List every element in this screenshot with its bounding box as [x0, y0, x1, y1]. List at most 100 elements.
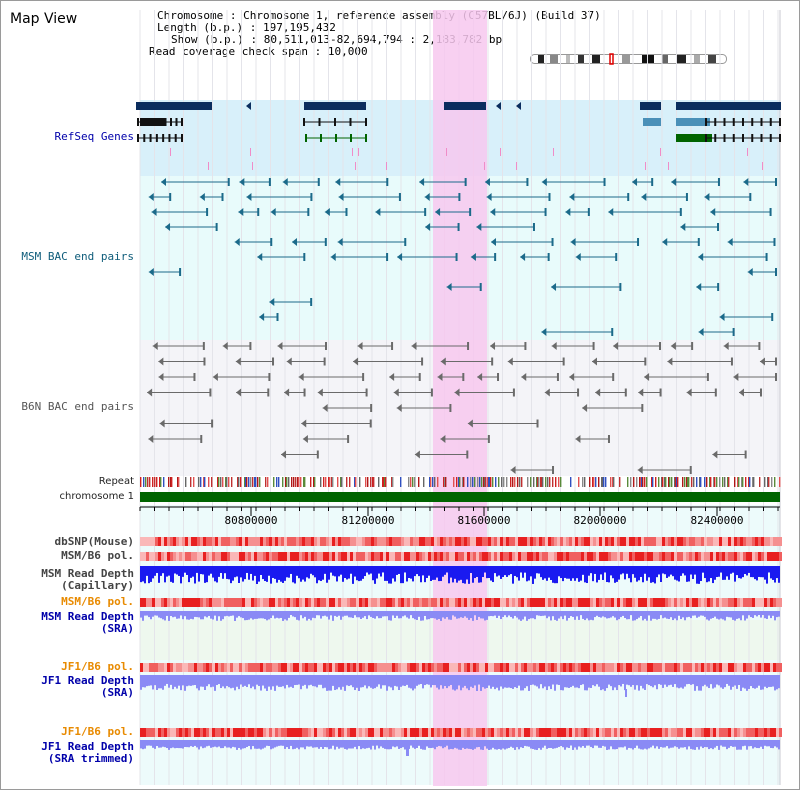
- jf1-depth-sra: [188, 675, 190, 686]
- msm-depth-capillary: [688, 566, 690, 582]
- msm-depth-capillary: [336, 566, 338, 582]
- msm-b6-pol-strip: [185, 552, 188, 561]
- jf1-depth-sra: [152, 675, 154, 690]
- track-label-dbsnp[interactable]: dbSNP(Mouse): [54, 535, 134, 548]
- msm-depth-capillary: [440, 566, 442, 582]
- jf1-depth-trimmed: [692, 740, 694, 750]
- repeat-feature: [337, 477, 339, 487]
- msm-b6-pol-strip: [638, 552, 641, 561]
- jf1-depth-trimmed: [450, 740, 452, 749]
- msm-depth-capillary: [466, 566, 468, 580]
- repeat-feature: [259, 477, 261, 487]
- jf1-depth-trimmed: [772, 740, 774, 749]
- repeat-feature: [768, 477, 770, 487]
- jf1-b6-pol-strip: [269, 663, 272, 672]
- dbsnp-strip: [560, 537, 563, 546]
- jf1-depth-sra: [600, 675, 602, 691]
- msm-depth-sra: [728, 611, 730, 618]
- jf1-depth-trimmed: [260, 740, 262, 750]
- refseq-exon: [320, 134, 322, 142]
- jf1-b6-pol-strip-2: [350, 728, 353, 737]
- msm-b6-pol-strip-2: [233, 598, 236, 607]
- jf1-depth-sra: [594, 675, 596, 687]
- msm-b6-pol-strip-2: [542, 598, 545, 607]
- jf1-depth-sra: [582, 675, 584, 685]
- msm-depth-capillary: [696, 566, 698, 584]
- track-label-refseq[interactable]: RefSeq Genes: [54, 130, 134, 143]
- track-label-msm-b6-pol-1[interactable]: MSM/B6 pol.: [61, 549, 134, 562]
- dbsnp-strip: [695, 537, 698, 546]
- track-label-jf1-depth-sra-1[interactable]: JF1 Read Depth: [41, 674, 134, 687]
- jf1-depth-trimmed: [306, 740, 308, 747]
- msm-depth-capillary: [184, 566, 186, 573]
- msm-b6-pol-strip: [539, 552, 542, 561]
- track-label-jf1-b6-pol-2[interactable]: JF1/B6 pol.: [61, 725, 134, 738]
- msm-depth-capillary: [274, 566, 276, 579]
- length-label: Length (b.p.): [157, 21, 244, 34]
- track-label-msm-depth-sra-1[interactable]: MSM Read Depth: [41, 610, 134, 623]
- jf1-depth-sra: [460, 675, 462, 691]
- jf1-depth-trimmed: [634, 740, 636, 748]
- refseq-exon: [175, 118, 178, 126]
- jf1-depth-sra: [778, 675, 780, 689]
- msm-b6-pol-strip: [206, 552, 209, 561]
- repeat-feature: [273, 477, 275, 487]
- jf1-depth-sra: [290, 675, 292, 687]
- dbsnp-strip: [470, 537, 473, 546]
- msm-b6-pol-strip-2: [254, 598, 257, 607]
- jf1-depth-sra: [560, 675, 562, 691]
- jf1-b6-pol-strip: [698, 663, 701, 672]
- track-label-b6n-bac[interactable]: B6N BAC end pairs: [21, 400, 134, 413]
- jf1-depth-trimmed: [414, 740, 416, 749]
- chromosome-ideogram[interactable]: [530, 53, 728, 65]
- msm-depth-capillary: [600, 566, 602, 575]
- jf1-depth-sra: [302, 675, 304, 686]
- msm-b6-pol-strip-2: [614, 598, 617, 607]
- track-label-msm-bac[interactable]: MSM BAC end pairs: [21, 250, 134, 263]
- jf1-depth-sra: [610, 675, 612, 687]
- msm-b6-pol-strip: [674, 552, 677, 561]
- track-label-msm-b6-pol-2[interactable]: MSM/B6 pol.: [61, 595, 134, 608]
- jf1-b6-pol-strip: [776, 663, 779, 672]
- jf1-b6-pol-strip-2: [467, 728, 470, 737]
- jf1-depth-trimmed: [550, 740, 552, 748]
- msm-depth-sra: [296, 611, 298, 620]
- jf1-b6-pol-strip: [197, 663, 200, 672]
- msm-depth-sra: [230, 611, 232, 616]
- msm-b6-pol-strip: [629, 552, 632, 561]
- refseq-exon: [760, 118, 763, 126]
- msm-depth-capillary: [576, 566, 578, 579]
- repeat-feature: [171, 477, 173, 487]
- msm-depth-sra: [640, 611, 642, 617]
- jf1-depth-trimmed: [166, 740, 168, 749]
- jf1-depth-trimmed: [480, 740, 482, 750]
- msm-depth-capillary: [316, 566, 318, 584]
- msm-b6-pol-strip-2: [257, 598, 260, 607]
- jf1-depth-sra: [566, 675, 568, 688]
- jf1-depth-sra: [332, 675, 334, 686]
- msm-depth-capillary: [162, 566, 164, 574]
- track-label-jf1-b6-pol-1[interactable]: JF1/B6 pol.: [61, 660, 134, 673]
- track-label-msm-depth-cap-1[interactable]: MSM Read Depth: [41, 567, 134, 580]
- jf1-depth-trimmed: [164, 740, 166, 748]
- jf1-b6-pol-strip-2: [701, 728, 704, 737]
- repeat-feature: [392, 477, 394, 487]
- repeat-feature: [231, 477, 233, 487]
- jf1-b6-pol-strip: [179, 663, 182, 672]
- msm-depth-sra: [144, 611, 146, 616]
- dbsnp-strip: [443, 537, 446, 546]
- jf1-depth-sra: [696, 675, 698, 687]
- repeat-feature: [710, 477, 712, 487]
- track-label-jf1-depth-trim-1[interactable]: JF1 Read Depth: [41, 740, 134, 753]
- msm-depth-sra: [608, 611, 610, 619]
- msm-depth-sra: [672, 611, 674, 621]
- msm-depth-sra: [514, 611, 516, 616]
- repeat-feature: [254, 477, 256, 487]
- jf1-depth-trimmed: [438, 740, 440, 746]
- msm-depth-sra: [558, 611, 560, 619]
- msm-bac-pair-end: [680, 223, 686, 231]
- jf1-depth-trimmed: [374, 740, 376, 750]
- jf1-depth-sra: [750, 675, 752, 687]
- msm-depth-capillary: [490, 566, 492, 581]
